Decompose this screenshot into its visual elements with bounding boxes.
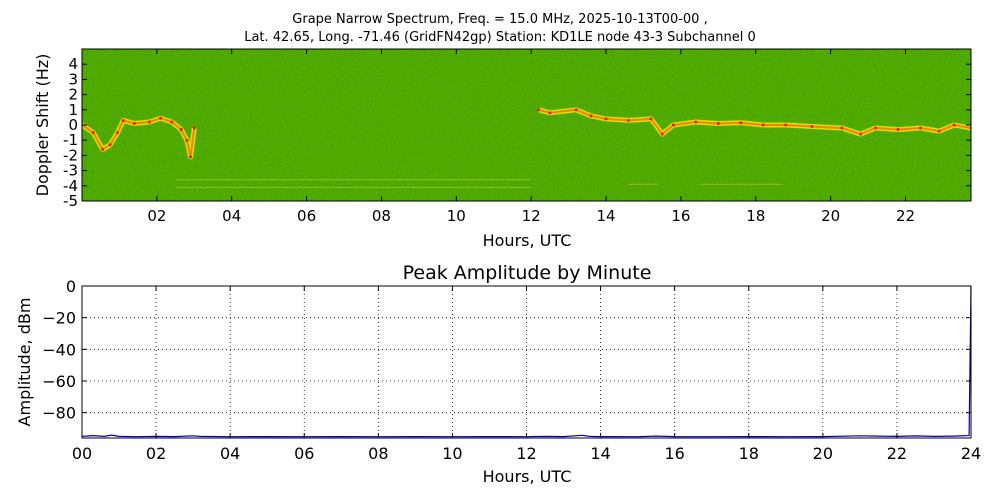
amplitude-y-ticks: 0 −20 −40 −60 −80	[42, 277, 971, 423]
amplitude-y-tick-label: 0	[66, 277, 76, 296]
amplitude-x-tick-label: 24	[961, 444, 981, 463]
amplitude-series	[82, 286, 971, 438]
doppler-trace-point	[189, 155, 193, 159]
spectrogram-x-tick-label: 22	[896, 207, 915, 225]
spectrogram-x-tick-label: 02	[147, 207, 166, 225]
amplitude-y-tick-label: −20	[42, 309, 76, 328]
amplitude-x-tick-label: 10	[442, 444, 462, 463]
amplitude-y-tick-label: −60	[42, 372, 76, 391]
amplitude-panel: 00 02 04 06 08 10 12 14 16 18 20 22 24 0 −20 −40 −60 −80…	[15, 262, 981, 486]
doppler-trace-point	[574, 108, 578, 112]
doppler-trace-point	[784, 123, 788, 127]
spectrogram-x-ticks: 02 04 06 08 10 12 14 16 18 20 22	[147, 49, 915, 225]
doppler-trace-point	[589, 114, 593, 118]
doppler-trace-point	[170, 120, 174, 124]
figure-title-line1: Grape Narrow Spectrum, Freq. = 15.0 MHz,…	[292, 12, 708, 27]
doppler-trace-point	[649, 117, 653, 121]
figure-title-line2: Lat. 42.65, Long. -71.46 (GridFN42gp) St…	[244, 30, 756, 45]
amplitude-series-line	[82, 286, 971, 438]
amplitude-y-tick-label: −40	[42, 340, 76, 359]
doppler-trace-point	[132, 121, 136, 125]
doppler-trace-point	[761, 123, 765, 127]
doppler-trace-point	[627, 118, 631, 122]
amplitude-title: Peak Amplitude by Minute	[403, 262, 652, 284]
spectrogram-y-tick-label: 2	[68, 86, 78, 104]
spectrogram-x-tick-label: 20	[821, 207, 840, 225]
doppler-trace-point	[660, 132, 664, 136]
spectrogram-x-tick-label: 06	[297, 207, 316, 225]
spectrogram-y-tick-label: 1	[68, 101, 78, 119]
doppler-trace-point	[896, 128, 900, 132]
doppler-trace-point	[671, 123, 675, 127]
doppler-trace-point	[694, 120, 698, 124]
spectrogram-x-tick-label: 10	[447, 207, 466, 225]
doppler-trace-point	[937, 129, 941, 133]
spectrogram-x-tick-label: 04	[222, 207, 241, 225]
amplitude-x-tick-label: 12	[516, 444, 536, 463]
doppler-trace-point	[192, 126, 196, 130]
spectrogram-y-tick-label: -2	[63, 146, 78, 164]
amplitude-x-label: Hours, UTC	[483, 467, 572, 486]
spectrogram-y-tick-label: -1	[63, 131, 78, 149]
amplitude-x-tick-label: 06	[294, 444, 314, 463]
doppler-trace-point	[918, 126, 922, 130]
doppler-trace-point	[179, 128, 183, 132]
amplitude-x-tick-label: 14	[590, 444, 610, 463]
spectrogram-y-tick-label: -3	[63, 162, 78, 180]
spectrogram-noise	[82, 49, 971, 201]
spectrogram-y-tick-label: 3	[68, 70, 78, 88]
amplitude-x-tick-label: 16	[664, 444, 684, 463]
spectrogram-y-tick-label: 0	[68, 116, 78, 134]
spectrogram-y-tick-label: 4	[68, 55, 78, 73]
doppler-trace-point	[874, 126, 878, 130]
spectrogram-x-tick-label: 12	[522, 207, 541, 225]
doppler-trace-point	[537, 108, 541, 112]
amplitude-x-tick-label: 18	[739, 444, 759, 463]
doppler-trace-point	[859, 132, 863, 136]
amplitude-x-tick-label: 08	[368, 444, 388, 463]
spectrogram-x-tick-label: 14	[596, 207, 615, 225]
doppler-trace-point	[810, 125, 814, 129]
doppler-trace-point	[952, 123, 956, 127]
amplitude-x-tick-label: 02	[146, 444, 166, 463]
amplitude-y-label: Amplitude, dBm	[15, 298, 34, 427]
amplitude-x-tick-label: 22	[887, 444, 907, 463]
amplitude-x-tick-label: 00	[72, 444, 92, 463]
doppler-trace-point	[121, 118, 125, 122]
doppler-trace-point	[101, 147, 105, 151]
amplitude-grid	[82, 286, 971, 438]
spectrogram-x-tick-label: 08	[372, 207, 391, 225]
doppler-trace-point	[548, 111, 552, 115]
amplitude-x-tick-label: 20	[813, 444, 833, 463]
amplitude-x-ticks: 00 02 04 06 08 10 12 14 16 18 20 22 24	[72, 286, 981, 463]
doppler-trace-point	[159, 116, 163, 120]
doppler-trace-point	[147, 120, 151, 124]
spectrogram-y-label: Doppler Shift (Hz)	[33, 54, 52, 197]
spectrogram-x-tick-label: 18	[746, 207, 765, 225]
doppler-trace-point	[716, 121, 720, 125]
doppler-trace-point	[108, 143, 112, 147]
doppler-trace-point	[116, 131, 120, 135]
doppler-trace-point	[185, 138, 189, 142]
amplitude-y-tick-label: −80	[42, 404, 76, 423]
spectrogram-artifacts	[175, 179, 782, 188]
spectrogram-y-tick-label: -5	[63, 192, 78, 210]
doppler-trace-point	[604, 117, 608, 121]
doppler-trace-point	[91, 131, 95, 135]
spectrogram-x-label: Hours, UTC	[483, 231, 572, 250]
spectrogram-y-tick-label: -4	[63, 177, 78, 195]
amplitude-x-tick-label: 04	[220, 444, 240, 463]
spectrogram-x-tick-label: 16	[671, 207, 690, 225]
doppler-trace	[82, 107, 971, 160]
doppler-trace-point	[840, 126, 844, 130]
doppler-trace-point	[739, 121, 743, 125]
